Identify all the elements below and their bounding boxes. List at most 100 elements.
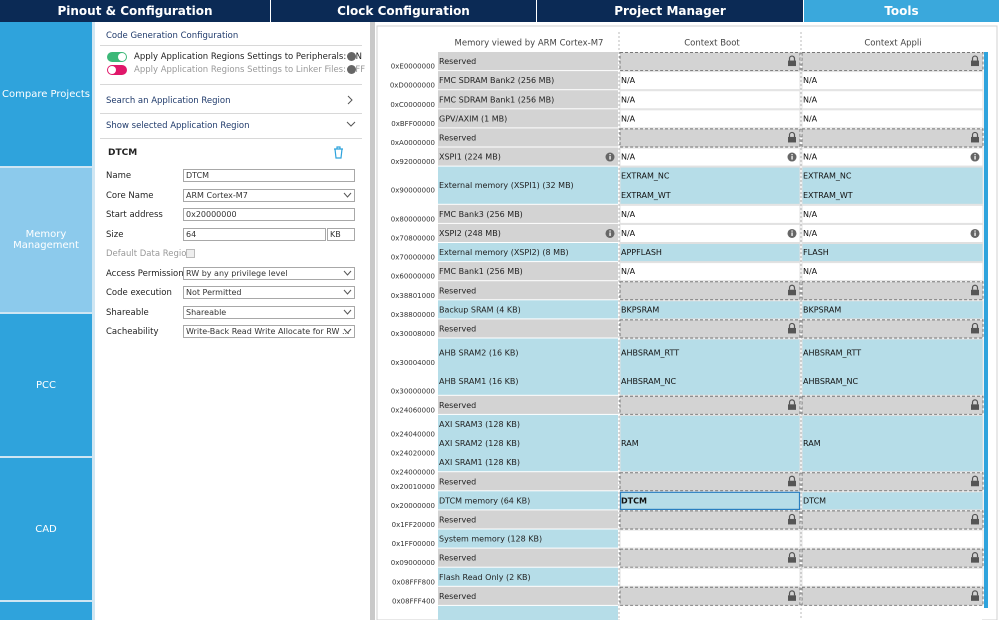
sidebar-item[interactable]: PCC [0, 314, 92, 456]
context-cell[interactable] [801, 510, 984, 530]
region-cell[interactable] [438, 262, 618, 281]
search-region[interactable]: Search an Application Region [106, 96, 231, 106]
context-cell[interactable] [801, 204, 984, 224]
region-cell[interactable] [438, 491, 618, 510]
info-icon[interactable] [347, 52, 356, 61]
region-cell[interactable] [438, 319, 618, 338]
region-cell[interactable] [438, 548, 618, 567]
context-cell[interactable] [801, 338, 984, 396]
toggle-off[interactable] [107, 65, 127, 75]
region-cell[interactable] [438, 510, 618, 529]
context-cell[interactable] [801, 319, 984, 339]
context-cell[interactable] [801, 395, 984, 415]
region-cell[interactable] [438, 338, 618, 395]
region-cell[interactable] [438, 128, 618, 147]
context-cell[interactable] [801, 128, 984, 148]
context-cell[interactable] [619, 319, 801, 339]
tab[interactable]: Project Manager [537, 0, 803, 22]
text-input[interactable]: DTCM [183, 169, 355, 182]
context-cell[interactable] [801, 529, 984, 549]
tab[interactable]: Tools [804, 0, 999, 22]
dropdown-arrow[interactable] [343, 289, 352, 296]
context-cell[interactable] [801, 262, 984, 282]
region-cell[interactable] [438, 109, 618, 128]
context-cell[interactable] [619, 52, 801, 72]
region-cell[interactable] [438, 204, 618, 223]
unit-select[interactable]: KB [327, 227, 355, 241]
region-cell[interactable] [438, 567, 618, 586]
context-cell[interactable] [801, 548, 984, 568]
context-cell[interactable] [619, 109, 801, 129]
context-cell[interactable] [619, 90, 801, 110]
context-cell[interactable] [619, 529, 801, 549]
context-cell[interactable] [619, 147, 801, 167]
context-cell[interactable] [619, 567, 801, 587]
context-cell[interactable] [801, 567, 984, 587]
delete-icon[interactable] [333, 146, 344, 159]
region-cell[interactable] [438, 223, 618, 242]
info-icon[interactable] [347, 65, 356, 74]
context-cell[interactable] [619, 586, 801, 606]
text-input[interactable]: 0x20000000 [183, 208, 355, 221]
context-cell[interactable] [619, 71, 801, 91]
show-selected[interactable]: Show selected Application Region [106, 121, 250, 131]
select[interactable]: Not Permitted [183, 286, 355, 299]
context-cell[interactable] [801, 90, 984, 110]
sidebar-item[interactable]: Compare Projects [0, 22, 92, 166]
context-cell[interactable] [801, 52, 984, 72]
context-cell[interactable] [801, 147, 984, 167]
context-cell[interactable] [619, 243, 801, 263]
select[interactable]: Shareable [183, 305, 355, 319]
region-cell[interactable] [438, 395, 618, 414]
dropdown-arrow[interactable] [343, 270, 352, 277]
region-cell[interactable] [438, 71, 618, 90]
dropdown-arrow[interactable] [343, 309, 352, 316]
context-cell[interactable] [801, 166, 984, 205]
region-cell[interactable] [438, 52, 618, 71]
context-cell[interactable] [801, 281, 984, 301]
scrollbar[interactable] [984, 52, 988, 608]
context-cell[interactable] [619, 395, 801, 415]
region-cell[interactable] [438, 414, 618, 472]
select[interactable]: RW by any privilege level [183, 266, 355, 280]
context-cell[interactable] [801, 586, 984, 606]
context-cell[interactable] [801, 223, 984, 243]
context-cell[interactable] [801, 300, 984, 320]
context-cell[interactable] [619, 548, 801, 568]
context-cell[interactable] [619, 338, 801, 396]
context-cell[interactable] [619, 414, 801, 473]
region-cell[interactable] [438, 166, 618, 204]
region-cell[interactable] [438, 90, 618, 109]
splitter[interactable] [370, 22, 375, 620]
context-cell[interactable] [801, 491, 984, 511]
region-cell[interactable] [438, 472, 618, 491]
dropdown-arrow[interactable] [343, 328, 352, 335]
context-cell[interactable] [619, 166, 801, 205]
chevron-right[interactable] [346, 95, 354, 105]
context-cell[interactable] [619, 128, 801, 148]
context-cell[interactable] [801, 414, 984, 473]
region-cell[interactable] [438, 300, 618, 319]
region-cell[interactable] [438, 147, 618, 166]
section-title[interactable]: Code Generation Configuration [106, 31, 239, 41]
context-cell[interactable] [619, 510, 801, 530]
region-cell[interactable] [438, 243, 618, 262]
toggle-on[interactable] [107, 52, 127, 62]
context-cell[interactable] [801, 71, 984, 91]
select[interactable]: Write-Back Read Write Allocate for RW ..… [183, 325, 355, 338]
context-cell[interactable] [619, 223, 801, 243]
text-input[interactable]: 64 [183, 227, 326, 241]
context-cell[interactable] [619, 491, 801, 511]
sidebar-item[interactable]: CAD [0, 458, 92, 600]
tab[interactable]: Clock Configuration [271, 0, 536, 22]
context-cell[interactable] [619, 281, 801, 301]
context-cell[interactable] [801, 109, 984, 129]
context-cell[interactable] [619, 204, 801, 224]
context-cell[interactable] [619, 472, 801, 492]
dropdown-arrow[interactable] [343, 192, 352, 199]
context-cell[interactable] [801, 472, 984, 492]
region-cell[interactable] [438, 529, 618, 548]
sidebar-item[interactable]: Memory Management [0, 168, 92, 312]
context-cell[interactable] [801, 243, 984, 263]
context-cell[interactable] [619, 300, 801, 320]
